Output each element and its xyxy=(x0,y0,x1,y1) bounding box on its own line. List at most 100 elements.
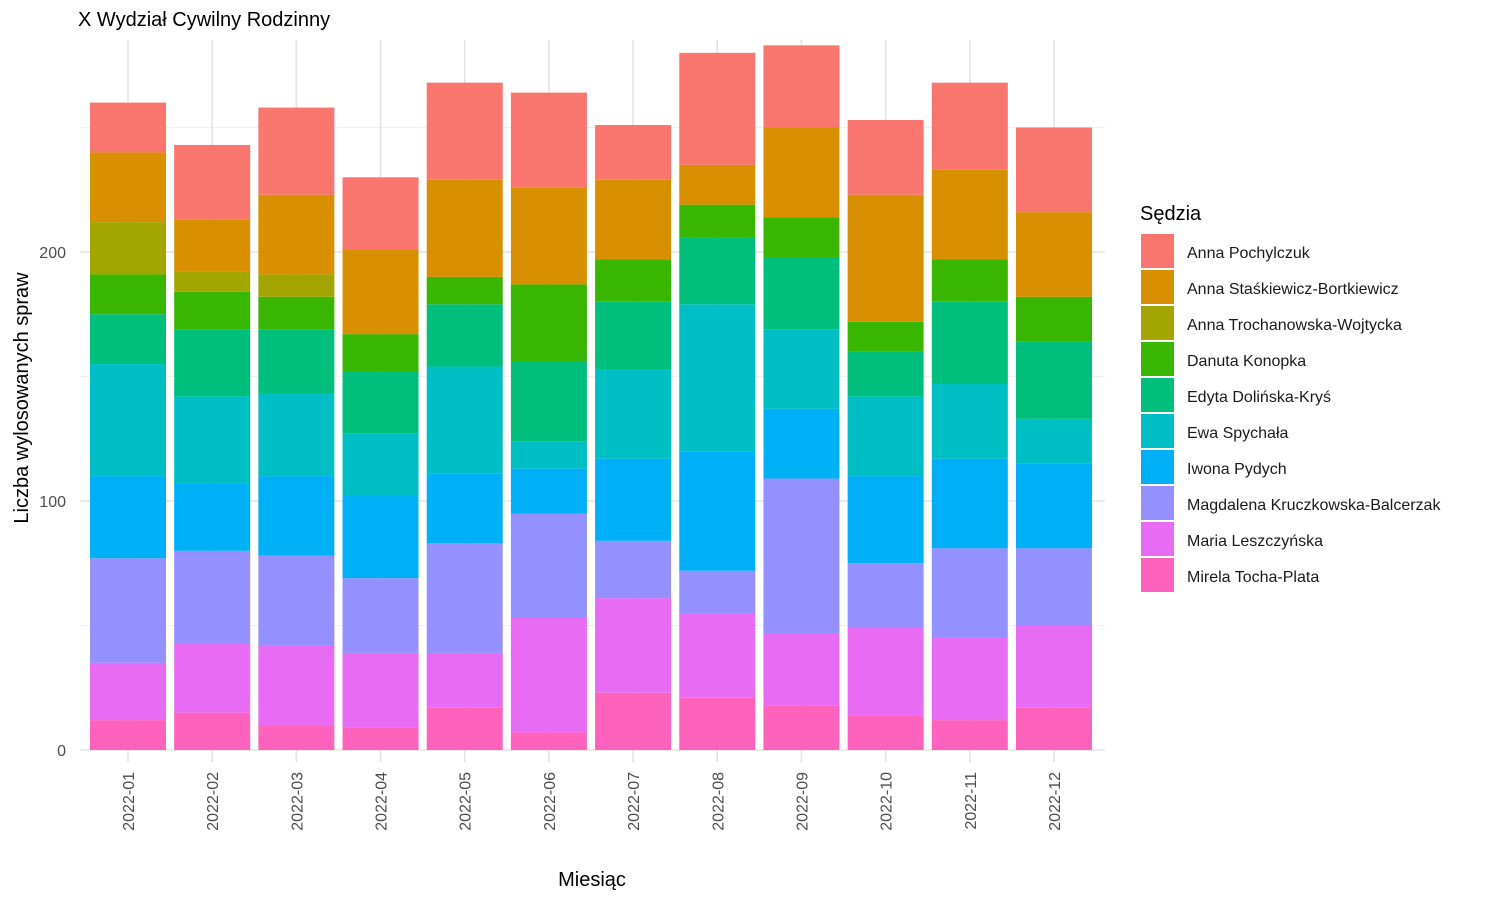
bar-segment xyxy=(679,204,756,238)
bar-segment xyxy=(847,120,924,195)
bar-segment xyxy=(174,483,251,551)
bar-segment xyxy=(763,256,840,330)
legend-label: Iwona Pydych xyxy=(1187,461,1287,478)
bar-segment xyxy=(174,329,251,397)
y-tick-label: 0 xyxy=(57,743,66,760)
bar-segment xyxy=(174,219,251,272)
bar-segment xyxy=(595,540,672,599)
bar-segment xyxy=(174,550,251,643)
legend-key xyxy=(1141,342,1174,376)
bar-segment xyxy=(90,314,166,365)
bar-segment xyxy=(679,52,756,165)
bar-segment xyxy=(258,274,335,297)
bar-segment xyxy=(342,496,419,579)
bar-segment xyxy=(931,82,1008,170)
bar-segment xyxy=(510,361,587,442)
bar-segment xyxy=(847,563,924,628)
bar-segment xyxy=(847,476,924,564)
legend: Sędzia Anna Pochylczuk Anna Staśkiewicz-B… xyxy=(1140,203,1441,592)
legend-key xyxy=(1141,486,1174,520)
bar-segment xyxy=(510,187,587,285)
bar-segment xyxy=(763,705,840,750)
legend-key xyxy=(1141,450,1174,484)
bar-segment xyxy=(847,351,924,397)
bar-segment xyxy=(1016,296,1092,342)
bar-segment xyxy=(342,177,419,250)
legend-label: Maria Leszczyńska xyxy=(1187,533,1323,550)
bar-segment xyxy=(847,715,924,750)
bar-segment xyxy=(426,304,503,367)
bar-segment xyxy=(174,642,251,713)
bar-segment xyxy=(931,169,1008,260)
bar-segment xyxy=(679,613,756,698)
bar-segment xyxy=(258,645,335,726)
x-tick-label: 2022-05 xyxy=(458,772,475,831)
axes: 0 100 200 2022-01 2022-02 2022-03 2022-04 2022-… xyxy=(39,245,1064,831)
y-tick-label: 100 xyxy=(39,494,66,511)
bar-segment xyxy=(258,393,335,477)
bar-segment xyxy=(595,301,672,370)
legend-key xyxy=(1141,270,1174,304)
bar-segment xyxy=(679,697,756,750)
bar-segment xyxy=(90,558,166,663)
bar-segment xyxy=(763,217,840,257)
bar-segment xyxy=(679,164,756,205)
legend-label: Magdalena Kruczkowska-Balcerzak xyxy=(1187,497,1441,514)
bar-segment xyxy=(679,570,756,614)
bar-segment xyxy=(426,366,503,474)
bar-segment xyxy=(426,473,503,544)
bar-segment xyxy=(931,301,1008,384)
bar-segment xyxy=(174,291,251,330)
bar-segment xyxy=(763,632,840,706)
bar-segment xyxy=(763,45,840,128)
bar-segment xyxy=(1016,548,1092,626)
x-tick-label: 2022-02 xyxy=(205,772,222,831)
bar-segment xyxy=(931,458,1008,549)
bar-segment xyxy=(342,249,419,335)
bar-segment xyxy=(426,82,503,180)
bar-segment xyxy=(679,237,756,305)
bar-segment xyxy=(342,433,419,497)
chart-title: X Wydział Cywilny Rodzinny xyxy=(78,9,330,31)
legend-key xyxy=(1141,306,1174,340)
bar-segment xyxy=(931,720,1008,750)
legend-label: Anna Pochylczuk xyxy=(1187,245,1311,262)
bar-segment xyxy=(510,468,587,514)
bar-segment xyxy=(931,383,1008,459)
legend-key xyxy=(1141,558,1174,592)
bar-segment xyxy=(342,334,419,372)
x-tick-label: 2022-09 xyxy=(794,772,811,831)
bar-segment xyxy=(510,92,587,188)
bar-segment xyxy=(931,548,1008,638)
bar-segment xyxy=(595,692,672,750)
x-tick-label: 2022-03 xyxy=(289,772,306,831)
bar-segment xyxy=(90,720,166,750)
bar-segment xyxy=(258,329,335,394)
bar-segment xyxy=(342,652,419,728)
legend-key xyxy=(1141,522,1174,556)
bar-segment xyxy=(510,284,587,362)
bar-segment xyxy=(510,513,587,619)
bar-segment xyxy=(90,274,166,315)
bar-segment xyxy=(595,458,672,541)
legend-label: Danuta Konopka xyxy=(1187,353,1306,370)
bar-segment xyxy=(1016,341,1092,419)
bar-segment xyxy=(342,727,419,750)
bar-segment xyxy=(174,396,251,484)
bar-segment xyxy=(1016,707,1092,750)
bar-segment xyxy=(90,476,166,559)
bar-segment xyxy=(342,578,419,653)
bar-segment xyxy=(426,276,503,305)
bar-segment xyxy=(258,476,335,556)
bar-segment xyxy=(1016,212,1092,297)
legend-title: Sędzia xyxy=(1140,203,1202,225)
bar-segment xyxy=(595,369,672,459)
bar-segment xyxy=(90,222,166,275)
legend-label: Ewa Spychała xyxy=(1187,425,1288,442)
bar-segment xyxy=(931,259,1008,302)
bar-segment xyxy=(510,441,587,469)
bar-segment xyxy=(595,179,672,260)
legend-label: Mirela Tocha-Plata xyxy=(1187,569,1319,586)
legend-label: Anna Trochanowska-Wojtycka xyxy=(1187,317,1402,334)
